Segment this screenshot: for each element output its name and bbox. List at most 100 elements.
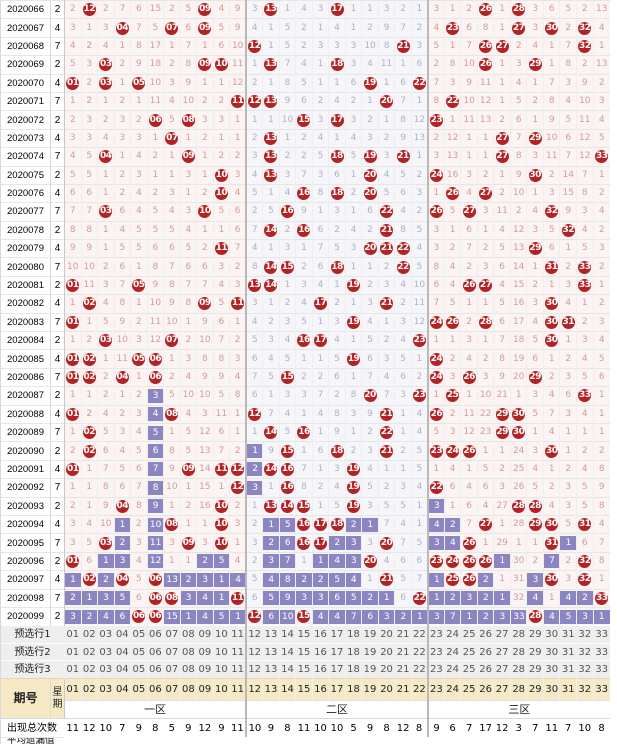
forecast-number[interactable]: 25 [460, 625, 478, 644]
forecast-number[interactable]: 24 [443, 660, 461, 679]
forecast-number[interactable]: 15 [295, 660, 313, 679]
forecast-number[interactable]: 25 [460, 642, 478, 661]
forecast-number[interactable]: 33 [592, 625, 610, 644]
forecast-number[interactable]: 17 [328, 625, 346, 644]
forecast-number[interactable]: 30 [542, 660, 560, 679]
forecast-number[interactable]: 08 [179, 625, 197, 644]
forecast-number[interactable]: 22 [410, 642, 428, 661]
forecast-number[interactable]: 20 [377, 642, 395, 661]
forecast-number[interactable]: 19 [361, 625, 379, 644]
forecast-number[interactable]: 21 [394, 625, 412, 644]
forecast-number[interactable]: 29 [526, 625, 544, 644]
forecast-number[interactable]: 10 [212, 625, 230, 644]
forecast-number[interactable]: 10 [212, 642, 230, 661]
forecast-number[interactable]: 01 [64, 660, 82, 679]
forecast-number[interactable]: 16 [311, 625, 329, 644]
forecast-number[interactable]: 23 [426, 642, 445, 661]
forecast-row[interactable]: 预选行1 01 02 03 04 05 06 07 08 09 10 11 12 13 14 15 16 17 18… [0, 625, 610, 644]
forecast-number[interactable]: 04 [113, 625, 131, 644]
forecast-number[interactable]: 05 [130, 660, 148, 679]
forecast-number[interactable]: 14 [278, 625, 296, 644]
forecast-number[interactable]: 11 [229, 625, 247, 644]
forecast-number[interactable]: 33 [592, 660, 610, 679]
forecast-number[interactable]: 01 [64, 642, 82, 661]
forecast-number[interactable]: 18 [344, 642, 362, 661]
forecast-number[interactable]: 14 [278, 660, 296, 679]
forecast-number[interactable]: 01 [64, 625, 82, 644]
forecast-number[interactable]: 16 [311, 660, 329, 679]
forecast-number[interactable]: 26 [476, 660, 494, 679]
forecast-number[interactable]: 26 [476, 642, 494, 661]
forecast-number[interactable]: 06 [146, 625, 164, 644]
forecast-number[interactable]: 08 [179, 642, 197, 661]
forecast-number[interactable]: 13 [262, 625, 280, 644]
forecast-number[interactable]: 28 [509, 660, 527, 679]
forecast-number[interactable]: 33 [592, 642, 610, 661]
forecast-number[interactable]: 22 [410, 625, 428, 644]
forecast-number[interactable]: 05 [130, 642, 148, 661]
forecast-number[interactable]: 27 [493, 660, 511, 679]
forecast-number[interactable]: 05 [130, 625, 148, 644]
forecast-number[interactable]: 03 [97, 625, 115, 644]
forecast-number[interactable]: 24 [443, 625, 461, 644]
forecast-number[interactable]: 23 [426, 660, 445, 679]
forecast-number[interactable]: 19 [361, 642, 379, 661]
forecast-number[interactable]: 02 [80, 660, 98, 679]
forecast-number[interactable]: 09 [196, 625, 214, 644]
forecast-number[interactable]: 08 [179, 660, 197, 679]
forecast-number[interactable]: 02 [80, 642, 98, 661]
forecast-number[interactable]: 06 [146, 642, 164, 661]
forecast-number[interactable]: 13 [262, 642, 280, 661]
forecast-number[interactable]: 12 [245, 642, 263, 661]
forecast-number[interactable]: 32 [575, 642, 593, 661]
forecast-number[interactable]: 09 [196, 642, 214, 661]
forecast-number[interactable]: 10 [212, 660, 230, 679]
forecast-number[interactable]: 29 [526, 660, 544, 679]
forecast-number[interactable]: 11 [229, 660, 247, 679]
forecast-number[interactable]: 30 [542, 642, 560, 661]
forecast-number[interactable]: 20 [377, 625, 395, 644]
forecast-number[interactable]: 06 [146, 660, 164, 679]
forecast-number[interactable]: 07 [163, 660, 181, 679]
forecast-number[interactable]: 23 [426, 625, 445, 644]
forecast-number[interactable]: 32 [575, 660, 593, 679]
forecast-number[interactable]: 26 [476, 625, 494, 644]
forecast-number[interactable]: 21 [394, 660, 412, 679]
forecast-number[interactable]: 17 [328, 642, 346, 661]
forecast-number[interactable]: 28 [509, 642, 527, 661]
forecast-number[interactable]: 09 [196, 660, 214, 679]
forecast-number[interactable]: 17 [328, 660, 346, 679]
forecast-number[interactable]: 18 [344, 660, 362, 679]
forecast-number[interactable]: 30 [542, 625, 560, 644]
forecast-number[interactable]: 19 [361, 660, 379, 679]
forecast-number[interactable]: 32 [575, 625, 593, 644]
forecast-number[interactable]: 12 [245, 660, 263, 679]
forecast-number[interactable]: 22 [410, 660, 428, 679]
forecast-number[interactable]: 21 [394, 642, 412, 661]
forecast-number[interactable]: 31 [559, 642, 577, 661]
forecast-number[interactable]: 14 [278, 642, 296, 661]
forecast-number[interactable]: 02 [80, 625, 98, 644]
forecast-number[interactable]: 29 [526, 642, 544, 661]
forecast-number[interactable]: 07 [163, 625, 181, 644]
forecast-number[interactable]: 27 [493, 642, 511, 661]
forecast-number[interactable]: 28 [509, 625, 527, 644]
forecast-number[interactable]: 31 [559, 625, 577, 644]
forecast-number[interactable]: 03 [97, 642, 115, 661]
forecast-number[interactable]: 04 [113, 660, 131, 679]
forecast-number[interactable]: 18 [344, 625, 362, 644]
forecast-number[interactable]: 25 [460, 660, 478, 679]
forecast-row[interactable]: 预选行2 01 02 03 04 05 06 07 08 09 10 11 12 13 14 15 16 17 18… [0, 642, 610, 661]
forecast-number[interactable]: 12 [245, 625, 263, 644]
forecast-number[interactable]: 13 [262, 660, 280, 679]
forecast-number[interactable]: 15 [295, 625, 313, 644]
forecast-number[interactable]: 07 [163, 642, 181, 661]
forecast-number[interactable]: 24 [443, 642, 461, 661]
forecast-number[interactable]: 31 [559, 660, 577, 679]
forecast-number[interactable]: 16 [311, 642, 329, 661]
forecast-number[interactable]: 27 [493, 625, 511, 644]
forecast-number[interactable]: 03 [97, 660, 115, 679]
forecast-number[interactable]: 04 [113, 642, 131, 661]
forecast-number[interactable]: 11 [229, 642, 247, 661]
forecast-number[interactable]: 15 [295, 642, 313, 661]
